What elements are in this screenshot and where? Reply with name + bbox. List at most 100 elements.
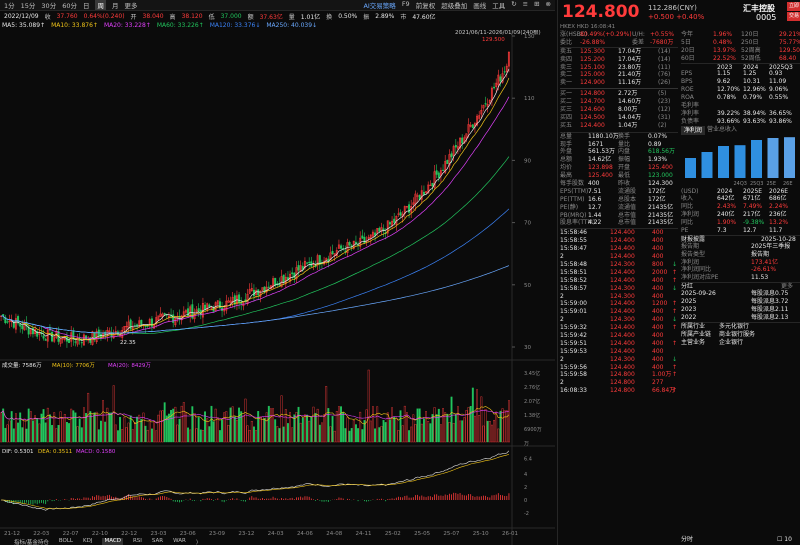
last-price: 124.800 <box>562 2 640 22</box>
tick-time-8: 2 <box>560 292 564 300</box>
tick-vol-19: 277 <box>652 379 664 387</box>
candle-body <box>282 274 285 283</box>
stat-val2-1: 0.89 <box>648 140 662 148</box>
volume-bar <box>405 412 408 443</box>
tool-2[interactable]: 前复权 <box>415 2 436 10</box>
bid-label-0: 买一 <box>560 90 573 98</box>
tick-price-7: 124.300 <box>610 284 635 292</box>
tool-1[interactable]: F9 <box>401 0 410 8</box>
tool-5[interactable]: 工具 <box>492 2 506 10</box>
stat-key2-6: 昨收 <box>618 180 631 188</box>
tick-vol-18: 1.00万 <box>652 371 672 379</box>
volume-bar <box>297 406 300 443</box>
quote-top-row-1: 委比 -26.88% 委差 -7680万 <box>560 39 678 47</box>
perf-val-2: 13.97% <box>713 46 736 54</box>
period-7[interactable]: 更多 <box>124 2 138 10</box>
volume-bar <box>365 409 368 443</box>
fin-bar-4 <box>751 139 762 178</box>
candle-body <box>469 124 472 127</box>
tick-price-11: 124.300 <box>610 316 635 324</box>
candle-body <box>299 265 302 273</box>
trade-tag-2[interactable]: 交易 <box>787 12 800 21</box>
volume-bar <box>448 422 451 443</box>
dividend-more: 更多 <box>781 283 794 291</box>
volume-bar <box>240 411 243 443</box>
tick-dir-14: ↑ <box>672 339 678 347</box>
period-2[interactable]: 30分 <box>41 2 57 10</box>
indicator-tab-4[interactable]: RSI <box>132 538 142 544</box>
price-change-abs: +0.500 <box>648 13 674 21</box>
volume-bar <box>306 414 309 443</box>
fc-a-1: 2.43% <box>717 203 737 211</box>
indicator-tab-5[interactable]: SAR <box>151 538 164 544</box>
period-3[interactable]: 60分 <box>62 2 77 10</box>
window-control-icon-2[interactable]: ⊞ <box>534 0 540 8</box>
tick-time-12: 15:59:32 <box>560 324 587 332</box>
period-1[interactable]: 15分 <box>20 2 36 10</box>
kline-chart[interactable]: 130 110 90 70 50 30 2021/06/11-2026/01/09(240根… <box>0 28 555 545</box>
fin-bar-6 <box>784 136 795 178</box>
indicator-tab-7[interactable]: 〉 <box>195 540 202 545</box>
period-5[interactable]: 周 <box>95 0 106 10</box>
candle-body <box>429 184 432 186</box>
indicator-tab-1[interactable]: BOLL <box>58 538 73 544</box>
period-6[interactable]: 月 <box>111 2 119 10</box>
window-control-icon-1[interactable]: ≡ <box>522 0 529 8</box>
macd-dea-legend: DEA: 0.3511 <box>38 449 72 455</box>
volume-bar <box>170 409 173 443</box>
candle-body <box>233 295 236 305</box>
ohlc-change: 0.64%(0.240) <box>83 12 125 20</box>
volume-bar <box>329 426 332 443</box>
fin-tab-1[interactable]: 营业总收入 <box>707 125 738 133</box>
tool-3[interactable]: 超级叠加 <box>441 2 468 10</box>
window-control-icon-0[interactable]: ↻ <box>511 0 517 8</box>
fin-bar-chart: 24Q3 25Q3 25E 26E <box>685 136 795 187</box>
forecast-row-2: 净利润 240亿 217亿 236亿 <box>681 211 800 219</box>
tick-price-9: 124.400 <box>610 300 635 308</box>
fin-c-0: 0.93 <box>769 70 783 78</box>
candle-body <box>427 184 430 194</box>
candle-body <box>267 286 270 288</box>
tool-4[interactable]: 画线 <box>473 2 487 10</box>
perf-val2-0: 29.21% <box>779 31 800 38</box>
ask-price-0: 125.300 <box>580 47 605 55</box>
tick-row-8: 2 124.300 400 <box>560 293 678 301</box>
price-tick-0: 130 <box>524 34 535 40</box>
tick-time-15: 15:59:53 <box>560 347 587 355</box>
industry-key-0: 所属行业 <box>681 322 706 330</box>
volume-bar <box>142 412 145 443</box>
period-4[interactable]: 日 <box>82 2 90 10</box>
indicator-tab-2[interactable]: KDJ <box>83 538 93 544</box>
orderbook: 卖五 125.300 17.04万 (14) 卖四 125.200 17.04万 (14) 卖三… <box>560 46 678 130</box>
fin-key-0: EPS <box>681 70 693 78</box>
tool-0[interactable]: AI交易策略 <box>363 2 396 10</box>
candle-body <box>340 245 343 249</box>
period-0[interactable]: 1分 <box>4 2 15 10</box>
window-control-icon-3[interactable]: ⊗ <box>545 0 551 8</box>
dividend-title: 分红 <box>681 283 694 291</box>
bid-count-0: (5) <box>658 90 667 98</box>
quote-top-val-1: -26.88% <box>580 38 606 46</box>
volume-bar <box>55 428 58 443</box>
indicator-tab-3[interactable]: MACD <box>102 538 123 545</box>
volume-bar <box>199 429 202 443</box>
indicator-tab-0[interactable]: 指标/基金持仓 <box>14 540 49 545</box>
volume-bar <box>53 412 56 443</box>
fin-tab-0[interactable]: 净利润 <box>681 125 706 135</box>
candle-body <box>465 133 468 139</box>
kline-svg[interactable]: 130 110 90 70 50 30 2021/06/11-2026/01/09(240根… <box>0 28 555 545</box>
volume-bar <box>486 420 489 443</box>
candle-body <box>363 236 366 244</box>
volume-bar <box>123 417 126 443</box>
volume-bar <box>68 423 71 443</box>
candle-body <box>72 331 75 340</box>
volume-bar <box>227 424 230 443</box>
volume-bar <box>119 416 122 443</box>
trade-tag-1[interactable]: 立即 <box>787 2 800 11</box>
volume-bar <box>184 412 187 443</box>
indicator-tab-6[interactable]: WAR <box>173 538 186 544</box>
candle-body <box>316 255 319 266</box>
volume-tick-1: 2.76亿 <box>524 384 540 391</box>
tick-row-1: 15:58:55 124.400 400 <box>560 237 678 245</box>
candle-body <box>380 227 383 232</box>
